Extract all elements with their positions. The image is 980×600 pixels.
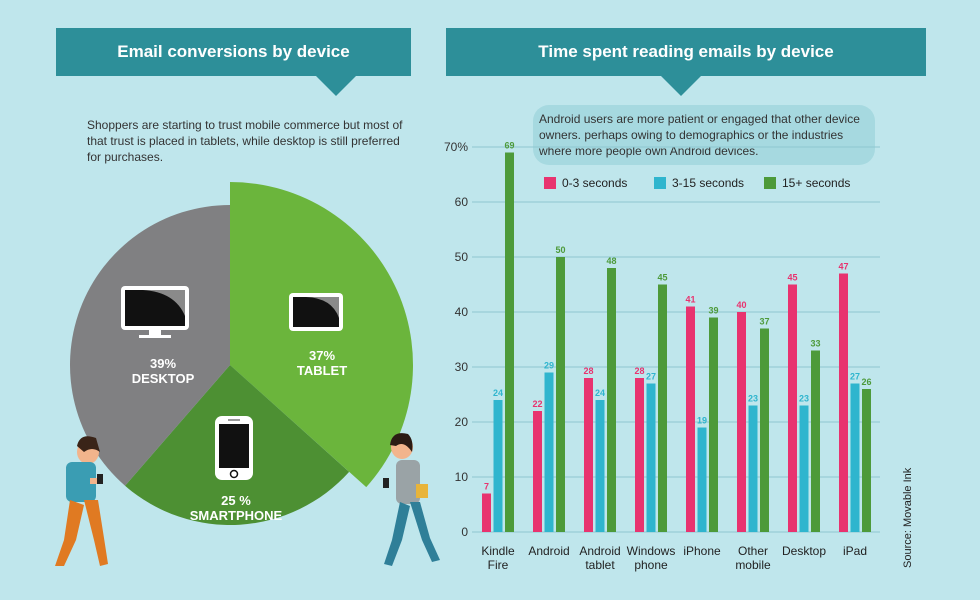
y-tick-label: 30 [455, 360, 469, 374]
bar-0-3 [635, 378, 644, 532]
bar-2-6 [811, 350, 820, 532]
y-tick-label: 40 [455, 305, 469, 319]
y-tick-label: 60 [455, 195, 469, 209]
bar-value-label: 23 [748, 394, 758, 404]
pie-slice-tablet [230, 182, 414, 488]
legend-swatch-pink [544, 177, 556, 189]
legend-swatch-blue [654, 177, 666, 189]
legend-swatch-green [764, 177, 776, 189]
bar-0-4 [686, 306, 695, 532]
x-category-label: iPhone [683, 544, 721, 558]
pie-category-label: TABLET [297, 363, 347, 378]
banner-pointer [661, 76, 701, 96]
y-tick-label: 20 [455, 415, 469, 429]
pie-percent-label: 25 % [221, 493, 251, 508]
bar-value-label: 28 [634, 366, 644, 376]
legend-label: 0-3 seconds [562, 176, 628, 190]
x-category-label: mobile [735, 558, 771, 572]
x-category-label: Fire [488, 558, 509, 572]
pie-intro-text: Shoppers are starting to trust mobile co… [87, 118, 403, 164]
bar-value-label: 23 [799, 394, 809, 404]
banner-pointer [316, 76, 356, 96]
x-category-label: Android [579, 544, 620, 558]
bar-value-label: 29 [544, 361, 554, 371]
x-category-label: Windows [627, 544, 676, 558]
bar-value-label: 19 [697, 416, 707, 426]
bar-2-4 [709, 317, 718, 532]
x-category-label: Other [738, 544, 768, 558]
bar-0-5 [737, 312, 746, 532]
desktop-monitor-icon [121, 286, 189, 338]
bar-1-7 [850, 383, 860, 532]
bar-2-1 [556, 257, 565, 532]
legend-label: 3-15 seconds [672, 176, 745, 190]
bar-chart-title: Time spent reading emails by device [538, 42, 834, 61]
bar-value-label: 45 [657, 273, 667, 283]
bar-1-3 [646, 383, 656, 532]
legend-item-3-15: 3-15 seconds [654, 176, 744, 190]
bar-value-label: 41 [685, 295, 695, 305]
pie-category-label: DESKTOP [132, 371, 195, 386]
bar-1-5 [748, 405, 758, 532]
right-title-banner: Time spent reading emails by device [446, 28, 926, 96]
bar-value-label: 39 [708, 306, 718, 316]
x-category-label: Kindle [481, 544, 515, 558]
bar-value-label: 47 [838, 262, 848, 272]
legend-item-15plus: 15+ seconds [764, 176, 850, 190]
bar-2-7 [862, 389, 871, 532]
legend-item-0-3: 0-3 seconds [544, 176, 627, 190]
y-tick-label: 0 [461, 525, 468, 539]
bar-value-label: 48 [606, 256, 616, 266]
bar-value-label: 7 [484, 482, 489, 492]
bar-value-label: 24 [595, 388, 605, 398]
bar-value-label: 24 [493, 388, 503, 398]
y-tick-label: 10 [455, 470, 469, 484]
bar-value-label: 33 [810, 339, 820, 349]
bar-0-1 [533, 411, 542, 532]
bar-value-label: 26 [861, 377, 871, 387]
bar-1-0 [493, 400, 503, 532]
bar-value-label: 45 [787, 273, 797, 283]
legend-label: 15+ seconds [782, 176, 851, 190]
pie-category-label: SMARTPHONE [190, 508, 283, 523]
bar-value-label: 28 [583, 366, 593, 376]
bar-0-0 [482, 493, 491, 532]
bar-value-label: 27 [850, 372, 860, 382]
bar-0-2 [584, 378, 593, 532]
x-category-label: Desktop [782, 544, 826, 558]
bar-2-0 [505, 152, 514, 532]
bar-value-label: 50 [555, 245, 565, 255]
y-tick-label: 70% [444, 140, 468, 154]
bar-2-5 [760, 328, 769, 532]
pie-percent-label: 39% [150, 356, 176, 371]
x-category-label: Android [528, 544, 569, 558]
bar-2-3 [658, 284, 667, 532]
pie-percent-label: 37% [309, 348, 335, 363]
bar-value-label: 37 [759, 317, 769, 327]
bar-0-7 [839, 273, 848, 532]
x-category-label: iPad [843, 544, 867, 558]
pie-title: Email conversions by device [117, 42, 350, 61]
x-category-label: phone [634, 558, 668, 572]
bar-value-label: 22 [532, 399, 542, 409]
left-title-banner: Email conversions by device [56, 28, 411, 96]
bar-1-4 [697, 427, 707, 532]
smartphone-icon [215, 416, 253, 480]
tablet-icon [289, 293, 343, 331]
bar-1-6 [799, 405, 809, 532]
bar-value-label: 40 [736, 300, 746, 310]
bar-value-label: 69 [504, 141, 514, 151]
bar-0-6 [788, 284, 797, 532]
y-tick-label: 50 [455, 250, 469, 264]
x-category-label: tablet [585, 558, 615, 572]
bar-1-1 [544, 372, 554, 532]
pie-slice-desktop [70, 205, 231, 486]
bar-1-2 [595, 400, 605, 532]
bar-value-label: 27 [646, 372, 656, 382]
bar-2-2 [607, 268, 616, 532]
